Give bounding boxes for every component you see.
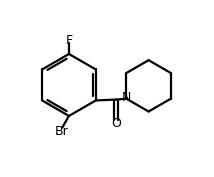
Text: F: F — [65, 34, 73, 47]
Text: N: N — [122, 91, 132, 104]
Text: Br: Br — [55, 125, 68, 138]
Text: O: O — [111, 117, 121, 130]
